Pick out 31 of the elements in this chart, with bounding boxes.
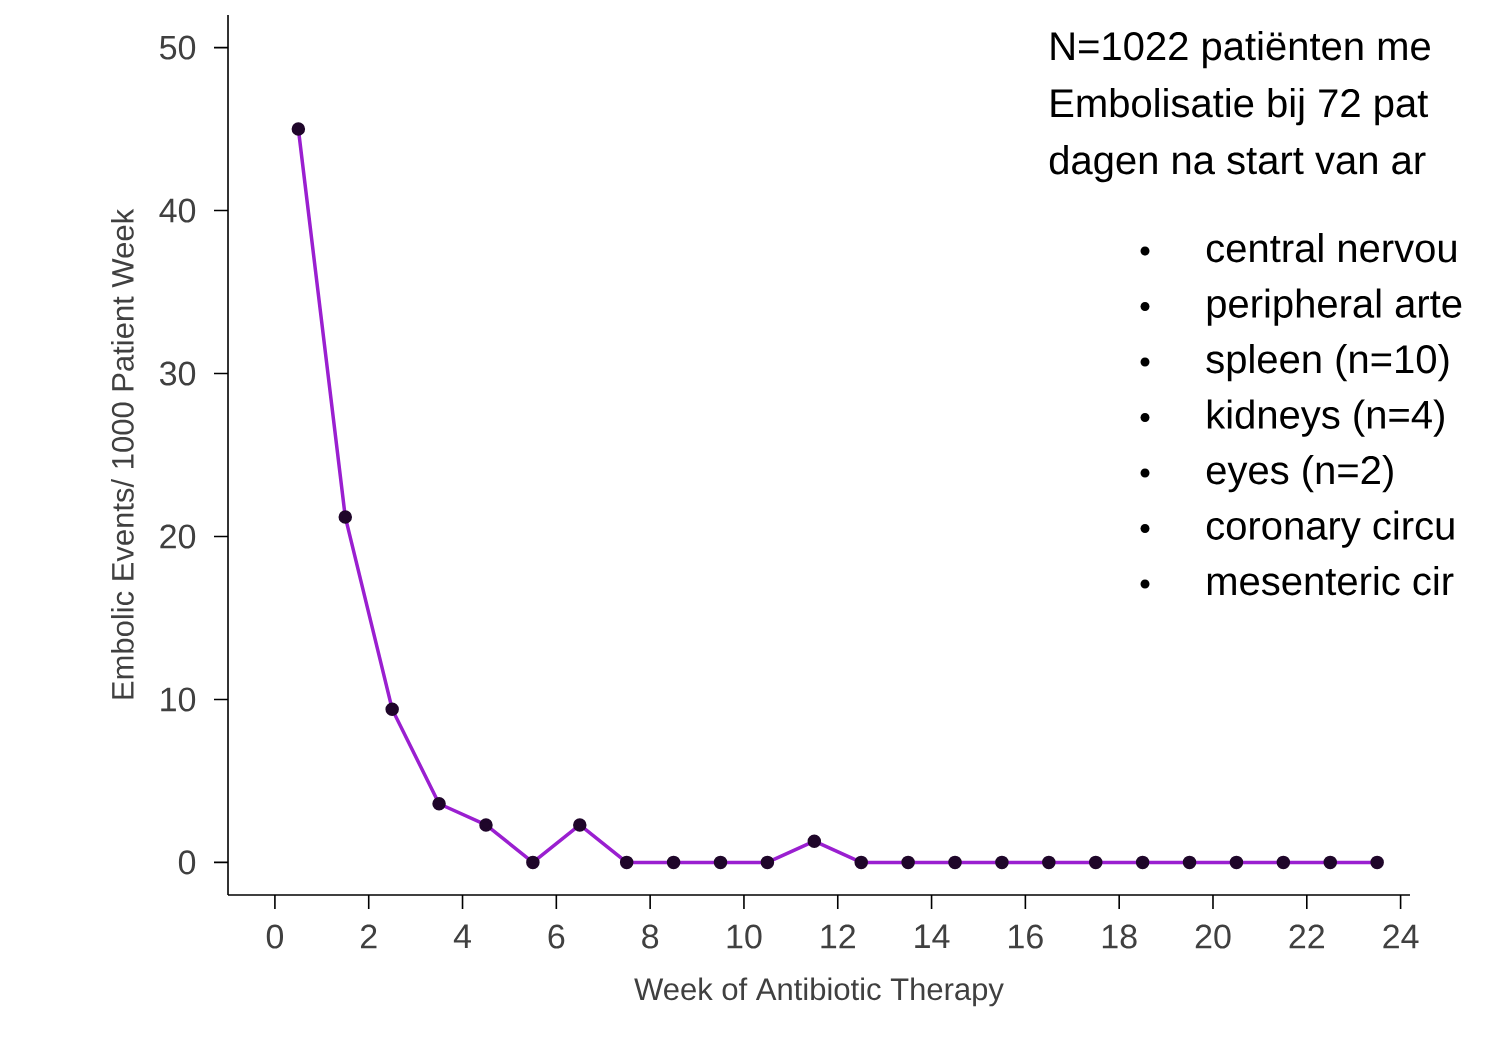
x-tick-label: 2	[360, 924, 377, 949]
x-tick-label: 14	[915, 924, 950, 948]
annotation: dagen na start van ar	[1049, 145, 1426, 183]
x-tick-label: 18	[1102, 924, 1137, 949]
y-axis-title: Embolic Events/ 1000 Patient Week	[111, 208, 134, 699]
y-tick-label: 0	[178, 850, 196, 875]
y-tick-label: 50	[160, 35, 196, 60]
x-tick-label: 0	[266, 924, 284, 949]
y-tick-label: 20	[160, 524, 196, 549]
annotation: kidneys (n=4)	[1207, 399, 1444, 437]
x-tick-label: 12	[821, 924, 855, 949]
y-tick-label: 40	[159, 198, 196, 223]
annotation: eyes (n=2)	[1206, 455, 1393, 493]
x-tick-label: 10	[727, 924, 762, 949]
annotation: spleen (n=10)	[1206, 344, 1449, 382]
annotation: coronary circu	[1206, 510, 1454, 548]
annotation: Embolisatie bij 72 pat	[1051, 88, 1429, 126]
x-tick-label: 20	[1195, 924, 1231, 949]
x-axis-title: Week of Antibiotic Therapy	[634, 977, 1004, 1007]
x-tick-label: 6	[548, 924, 565, 949]
y-tick-label: 10	[161, 687, 196, 712]
y-tick-label: 30	[159, 361, 196, 386]
annotation: N=1022 patiënten me	[1051, 31, 1430, 69]
x-tick-label: 24	[1383, 924, 1419, 949]
annotation: peripheral arte	[1207, 288, 1462, 326]
x-tick-label: 8	[642, 924, 659, 949]
annotation: central nervou	[1206, 233, 1456, 263]
annotation: mesenteric cir	[1207, 566, 1454, 596]
x-tick-label: 4	[453, 924, 471, 948]
x-tick-label: 16	[1009, 924, 1043, 949]
x-tick-label: 22	[1289, 924, 1324, 949]
